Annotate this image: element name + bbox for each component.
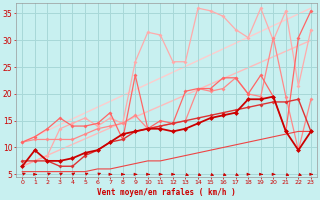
X-axis label: Vent moyen/en rafales ( km/h ): Vent moyen/en rafales ( km/h ) [97, 188, 236, 197]
